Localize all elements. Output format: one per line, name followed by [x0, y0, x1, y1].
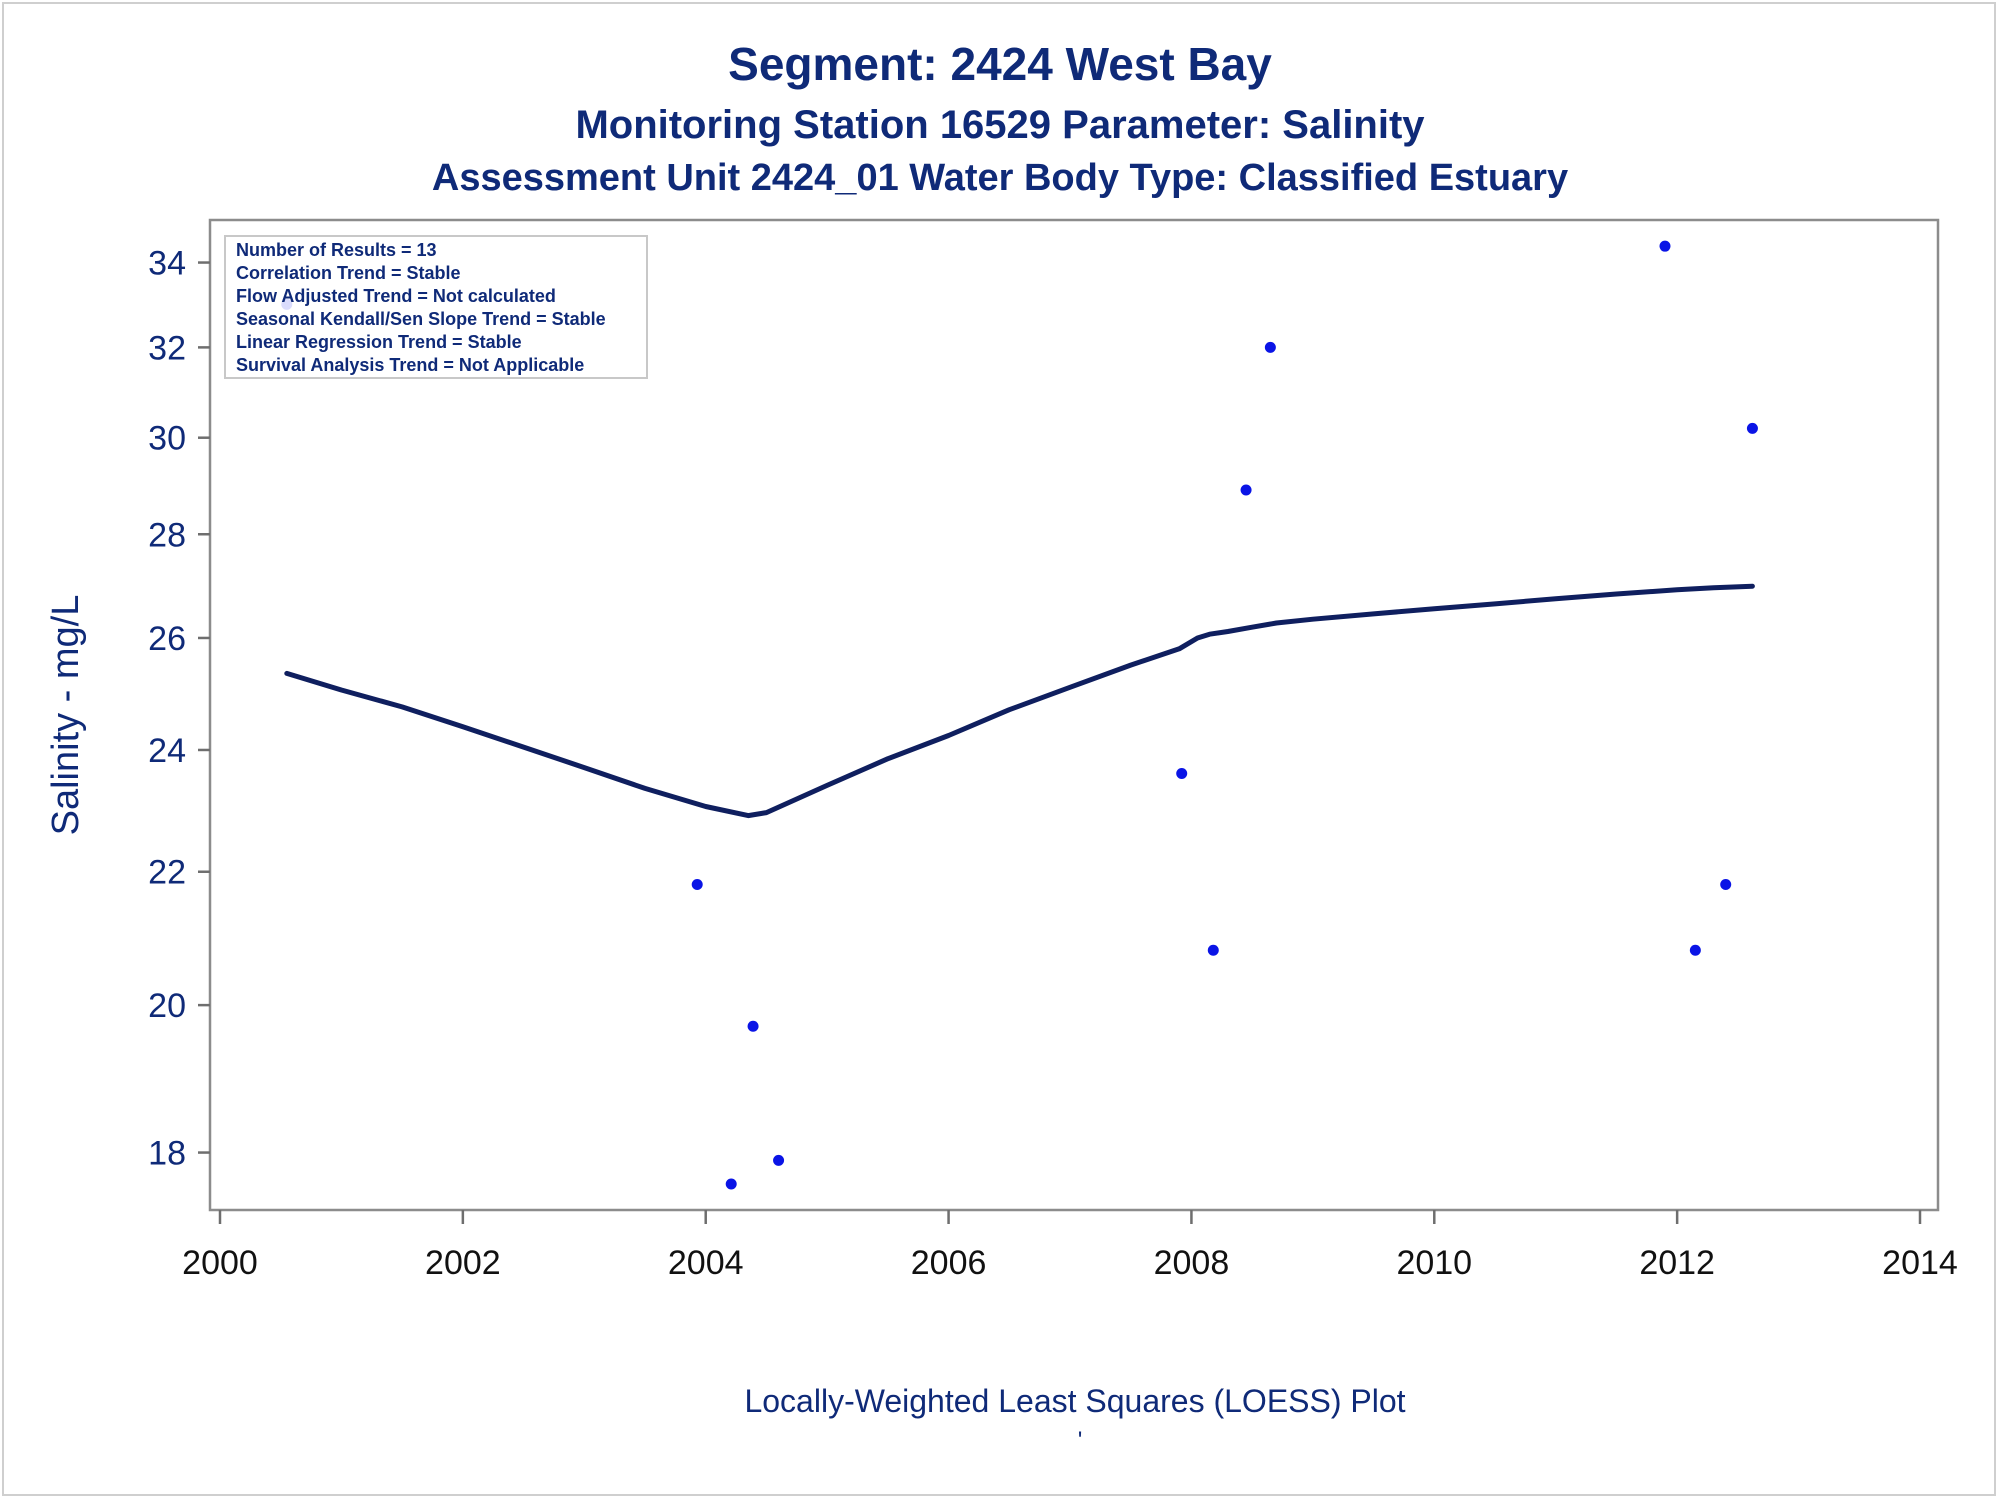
plot-area [208, 218, 1940, 1212]
x-axis-label: Locally-Weighted Least Squares (LOESS) P… [744, 1383, 1405, 1419]
data-point [1659, 240, 1671, 252]
y-tick-label: 24 [148, 732, 186, 770]
data-point [1720, 879, 1732, 891]
chart-subtitle-2: Assessment Unit 2424_01 Water Body Type:… [432, 157, 1568, 199]
x-tick-label: 2004 [668, 1244, 744, 1282]
data-point [725, 1178, 737, 1190]
data-point [691, 879, 703, 891]
stats-box-border [224, 235, 648, 379]
y-axis-label: Salinity - mg/L [45, 595, 87, 836]
footnote: ' [1078, 1427, 1083, 1454]
x-axis: 2000 2002 2004 2006 2008 2010 2012 2014 [182, 1210, 1958, 1282]
data-point [1207, 944, 1219, 956]
x-tick-label: 2002 [425, 1244, 501, 1282]
x-tick-label: 2012 [1639, 1244, 1715, 1282]
data-points [281, 240, 1758, 1190]
y-tick-label: 20 [148, 987, 186, 1025]
x-tick-label: 2014 [1882, 1244, 1958, 1282]
stats-line: Linear Regression Trend = Stable [236, 332, 522, 352]
y-axis: 18 20 22 24 26 28 30 32 34 [148, 245, 210, 1173]
data-point [1746, 422, 1758, 434]
data-point [1264, 341, 1276, 353]
data-point [1689, 944, 1701, 956]
x-tick-label: 2008 [1154, 1244, 1230, 1282]
x-tick-label: 2000 [182, 1244, 258, 1282]
loess-curve [284, 583, 1755, 819]
y-tick-label: 30 [148, 420, 186, 458]
y-tick-label: 22 [148, 854, 186, 892]
stats-line: Seasonal Kendall/Sen Slope Trend = Stabl… [236, 309, 606, 329]
y-tick-label: 26 [148, 620, 186, 658]
data-point [1240, 484, 1252, 496]
x-tick-label: 2006 [911, 1244, 987, 1282]
chart-title: Segment: 2424 West Bay [728, 38, 1272, 90]
y-tick-label: 18 [148, 1135, 186, 1173]
chart-subtitle: Monitoring Station 16529 Parameter: Sali… [575, 103, 1425, 147]
stats-line: Number of Results = 13 [236, 240, 437, 260]
data-point [747, 1020, 759, 1032]
stats-line: Correlation Trend = Stable [236, 263, 461, 283]
stats-line: Flow Adjusted Trend = Not calculated [236, 286, 556, 306]
y-tick-label: 34 [148, 245, 186, 283]
data-point [1176, 767, 1188, 779]
data-point [773, 1154, 785, 1166]
y-tick-label: 32 [148, 329, 186, 367]
stats-box: Number of Results = 13 Correlation Trend … [224, 235, 648, 379]
y-tick-label: 28 [148, 516, 186, 554]
stats-box-lines: Number of Results = 13 Correlation Trend … [236, 240, 606, 375]
x-tick-label: 2010 [1396, 1244, 1472, 1282]
stats-line: Survival Analysis Trend = Not Applicable [236, 355, 584, 375]
